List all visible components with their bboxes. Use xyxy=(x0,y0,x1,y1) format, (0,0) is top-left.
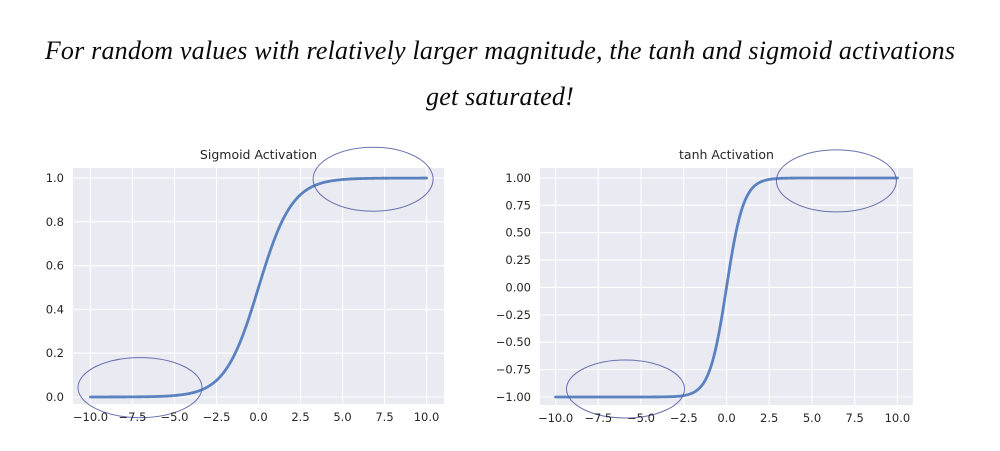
saturation-annotation-ellipse xyxy=(775,149,897,213)
y-tick-label: 1.0 xyxy=(46,171,64,185)
x-tick-label: −7.5 xyxy=(584,411,612,425)
x-tick-label: 10.0 xyxy=(414,410,440,424)
x-tick-label: 7.5 xyxy=(846,411,864,425)
x-tick-label: −2.5 xyxy=(670,411,698,425)
y-tick-label: 0.4 xyxy=(46,302,64,316)
x-tick-label: 0.0 xyxy=(249,410,267,424)
y-tick-label: 1.00 xyxy=(505,171,531,185)
x-tick-label: −5.0 xyxy=(161,410,189,424)
y-tick-label: 0.0 xyxy=(46,390,64,404)
saturation-annotation-ellipse xyxy=(77,357,203,419)
y-tick-label: 0.50 xyxy=(505,226,531,240)
x-tick-label: 10.0 xyxy=(885,411,911,425)
x-tick-label: 5.0 xyxy=(803,411,821,425)
x-tick-label: −7.5 xyxy=(119,410,147,424)
y-tick-label: 0.25 xyxy=(505,253,531,267)
activation-curve xyxy=(89,176,428,399)
headline-line-1: For random values with relatively larger… xyxy=(44,36,956,65)
headline: For random values with relatively larger… xyxy=(0,28,1000,119)
y-tick-label: −0.25 xyxy=(496,308,531,322)
x-tick-label: 2.5 xyxy=(760,411,778,425)
activation-curve xyxy=(554,176,899,399)
x-tick-label: −5.0 xyxy=(627,411,655,425)
chart-sigmoid: Sigmoid Activation −10.0 −7.5 −5.0 −2.5 0.0 2.… xyxy=(46,146,444,424)
saturation-annotation-ellipse xyxy=(566,359,685,419)
y-tick-label: 0.2 xyxy=(46,346,64,360)
y-tick-label: −1.00 xyxy=(496,390,531,404)
y-tick-label: 0.6 xyxy=(46,259,64,273)
saturation-annotation-ellipse xyxy=(312,146,434,212)
x-tick-label: 2.5 xyxy=(291,410,309,424)
x-tick-label: −10.0 xyxy=(538,411,573,425)
x-tick-label: 7.5 xyxy=(375,410,393,424)
x-tick-label: −2.5 xyxy=(203,410,231,424)
y-tick-label: 0.00 xyxy=(505,281,531,295)
x-tick-label: 5.0 xyxy=(333,410,351,424)
chart-title: Sigmoid Activation xyxy=(200,147,317,162)
headline-line-2: get saturated! xyxy=(426,81,574,111)
x-tick-label: −10.0 xyxy=(73,410,108,424)
chart-title: tanh Activation xyxy=(679,147,774,162)
y-tick-label: −0.50 xyxy=(496,335,531,349)
x-tick-label: 0.0 xyxy=(717,411,735,425)
chart-tanh: tanh Activation −10.0 −7.5 −5.0 −2.5 0.0 2.5 5.… xyxy=(496,147,913,425)
y-tick-label: 0.8 xyxy=(46,215,64,229)
y-tick-label: 0.75 xyxy=(505,198,531,212)
y-tick-label: −0.75 xyxy=(496,363,531,377)
